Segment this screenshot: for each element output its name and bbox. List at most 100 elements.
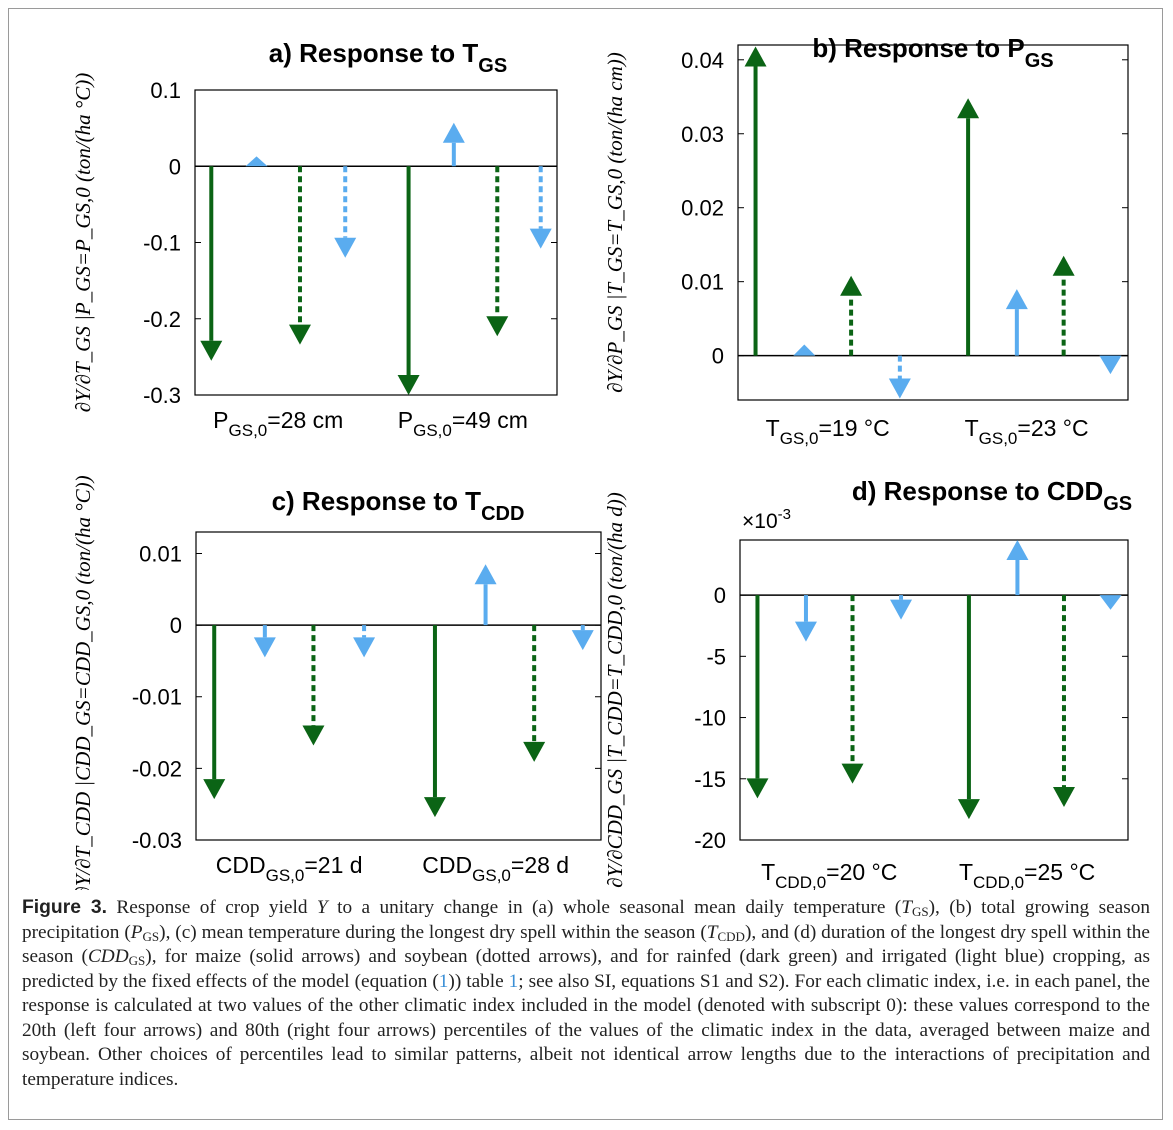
- y-tick-label: 0: [169, 154, 181, 179]
- group-label-sub: CDD,0: [973, 873, 1024, 890]
- y-tick-label: 0.03: [681, 122, 724, 147]
- arrow-maize-rainfed: [746, 595, 769, 799]
- panel-d: 0 -5 -10 -15 -20 ×10-3 d) Response to CDDGS ∂Y/…: [603, 476, 1132, 890]
- arrow-soybean-irrigated: [529, 166, 552, 249]
- caption-t-gs: T: [901, 897, 912, 918]
- arrow-soybean-irrigated: [353, 625, 376, 658]
- group-label-sub: GS,0: [979, 429, 1018, 448]
- arrows: [203, 564, 594, 818]
- group-label-sub: CDD,0: [775, 873, 826, 890]
- y-tick-labels: 0.04 0.03 0.02 0.01 0: [681, 48, 1128, 369]
- caption-t-cdd-sub: CDD: [717, 928, 745, 944]
- y-tick-label: 0.01: [681, 270, 724, 295]
- axes-box: [195, 531, 602, 841]
- arrow-maize-rainfed: [203, 625, 226, 800]
- figure-frame: [8, 8, 1163, 1120]
- figure-caption: Figure 3. Response of crop yield Y to a …: [22, 896, 1150, 1092]
- arrow-head: [334, 237, 357, 258]
- caption-part-4: ), (c) mean temperature during the longe…: [159, 921, 707, 943]
- caption-t-cdd: T: [706, 921, 718, 943]
- arrow-head: [888, 378, 911, 399]
- arrow-soybean-irrigated: [334, 166, 357, 258]
- arrow-maize-rainfed: [957, 98, 980, 356]
- axes-box: [739, 539, 1129, 841]
- arrow-head: [442, 122, 465, 143]
- group-label: CDDGS,0=28 d: [422, 852, 569, 885]
- y-tick-label: 0.02: [681, 196, 724, 221]
- panel-title-main: d) Response to CDD: [852, 476, 1103, 506]
- panel-title: d) Response to CDDGS: [852, 476, 1132, 515]
- group-label-main: CDD: [216, 852, 266, 878]
- equation-link[interactable]: 1: [438, 970, 449, 992]
- arrow-maize-irrigated: [245, 156, 268, 167]
- caption-t-gs-sub: GS: [911, 904, 929, 919]
- y-tick-label: -0.2: [143, 307, 181, 332]
- group-label: PGS,0=49 cm: [398, 407, 528, 440]
- y-tick-label: 0: [714, 583, 726, 608]
- arrow-head: [1099, 595, 1122, 610]
- arrows: [746, 540, 1122, 820]
- group-label: TCDD,0=20 °C: [761, 859, 897, 890]
- arrow-head: [203, 779, 226, 800]
- caption-cdd-gs-sub: GS: [128, 953, 146, 968]
- caption-part-7: )) table: [448, 970, 504, 992]
- caption-part-1: Response of crop yield: [116, 897, 308, 918]
- arrows: [744, 46, 1122, 399]
- group-label: PGS,0=28 cm: [213, 407, 343, 440]
- group-label-value: =49 cm: [452, 407, 528, 433]
- arrow-soybean-rainfed: [1052, 595, 1075, 807]
- group-label-value: =25 °C: [1024, 859, 1095, 885]
- arrow-head: [1006, 540, 1029, 560]
- group-label: CDDGS,0=21 d: [216, 852, 363, 885]
- caption-part-2: to a unitary change in (a) whole seasona…: [337, 897, 902, 918]
- panel-title-main: c) Response to T: [272, 486, 482, 516]
- panel-title: a) Response to TGS: [269, 38, 507, 77]
- arrow-head: [253, 637, 276, 658]
- arrow-soybean-irrigated: [571, 625, 594, 651]
- y-axis-label: ∂Y/∂T_GS |P_GS=P_GS,0 (ton/(ha °C)): [71, 73, 95, 413]
- panel-title-sub: CDD: [481, 503, 524, 525]
- arrow-soybean-irrigated: [1099, 355, 1122, 375]
- group-label-sub: GS,0: [413, 421, 452, 440]
- y-tick-label: -5: [706, 644, 726, 669]
- group-label-main: T: [959, 859, 973, 885]
- y-multiplier-base: ×10: [742, 510, 778, 533]
- y-tick-labels: 0.1 0 -0.1 -0.2 -0.3: [143, 78, 557, 408]
- caption-cdd-gs: CDD: [87, 946, 129, 967]
- caption-part-5: ), and (d) duration of the longest dry s…: [22, 921, 1150, 968]
- group-label-main: P: [398, 407, 413, 433]
- panel-title-sub: GS: [478, 55, 507, 77]
- figure-3-chart: 0.1 0 -0.1 -0.2 -0.3 a) Response to TGS ∂Y/∂T_…: [71, 33, 1132, 890]
- arrow-head: [523, 741, 546, 762]
- table-link[interactable]: 1: [508, 970, 519, 992]
- arrow-maize-irrigated: [442, 122, 465, 167]
- group-label-main: P: [213, 407, 228, 433]
- axes-box: [737, 44, 1129, 401]
- caption-part-8: ; see also SI, equations S1 and S2). For…: [22, 970, 1150, 1090]
- arrow-maize-irrigated: [474, 564, 497, 626]
- arrow-head: [571, 630, 594, 651]
- y-tick-label: -0.1: [143, 231, 181, 256]
- group-label-main: T: [965, 415, 979, 441]
- panel-b: 0.04 0.03 0.02 0.01 0 b) Response to PGS ∂Y/∂P…: [603, 33, 1129, 448]
- arrows: [200, 122, 552, 395]
- panel-title-sub: GS: [1103, 493, 1132, 515]
- y-tick-label: -10: [694, 706, 726, 731]
- y-tick-label: 0.1: [150, 78, 181, 103]
- group-label-sub: GS,0: [780, 429, 819, 448]
- arrow-head: [529, 228, 552, 249]
- y-tick-label: -0.03: [132, 828, 182, 853]
- y-tick-label: -0.3: [143, 383, 181, 408]
- group-label: TGS,0=19 °C: [766, 415, 890, 448]
- panel-c: 0.010-0.01-0.02-0.03c) Response to TCDD∂…: [71, 475, 602, 890]
- group-label-value: =21 d: [304, 852, 362, 878]
- arrow-head: [1099, 355, 1122, 375]
- arrow-soybean-rainfed: [486, 166, 509, 337]
- group-label-sub: GS,0: [472, 866, 511, 885]
- arrow-maize-rainfed: [957, 595, 980, 820]
- arrow-head: [1005, 289, 1028, 310]
- arrow-head: [840, 275, 863, 296]
- arrow-soybean-rainfed: [840, 275, 863, 356]
- group-label-value: =19 °C: [818, 415, 889, 441]
- arrow-head: [957, 799, 980, 820]
